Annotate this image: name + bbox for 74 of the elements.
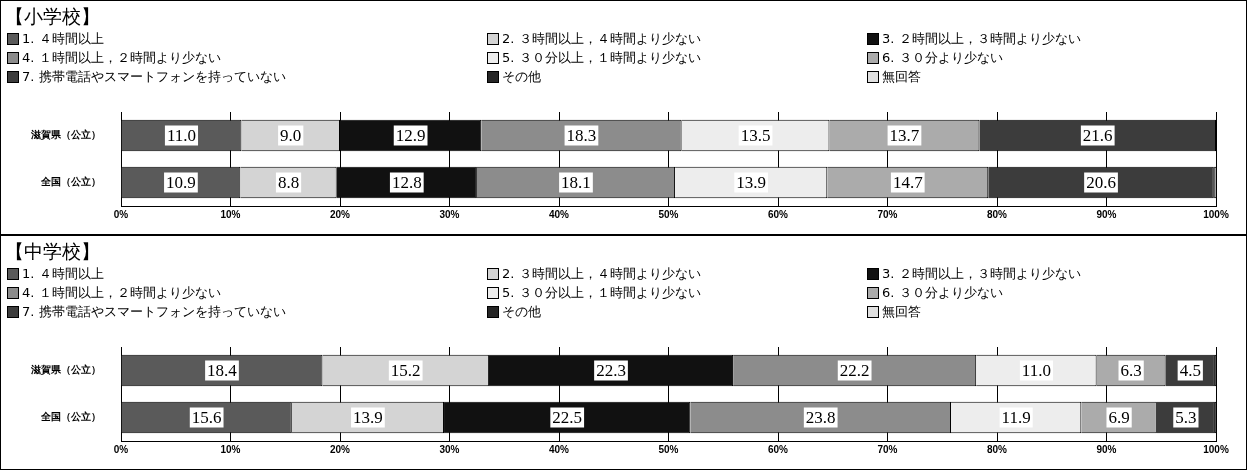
x-tick-label: 10% xyxy=(220,208,241,220)
legend-label: 5. ３０分以上，１時間より少ない xyxy=(501,49,702,67)
x-tick-label: 90% xyxy=(1096,208,1117,220)
data-label: 22.2 xyxy=(839,360,870,380)
data-label: 22.3 xyxy=(596,360,626,380)
legend-label: 7. 携帯電話やスマートフォンを持っていない xyxy=(21,68,287,86)
legend-label: 3. ２時間以上，３時間より少ない xyxy=(881,30,1082,48)
chart-title: 【小学校】 xyxy=(4,4,101,29)
legend-label: 2. ３時間以上，４時間より少ない xyxy=(501,30,702,48)
data-label: 22.5 xyxy=(552,407,583,427)
x-tick-label: 100% xyxy=(1203,208,1229,220)
data-label: 14.7 xyxy=(892,172,924,192)
data-label: 6.9 xyxy=(1108,407,1130,427)
data-label: 20.6 xyxy=(1086,172,1116,192)
data-label: 13.9 xyxy=(736,172,767,192)
x-tick-label: 30% xyxy=(439,443,460,455)
x-tick-label: 40% xyxy=(548,208,570,220)
x-tick-label: 0% xyxy=(113,208,129,220)
x-tick-label: 40% xyxy=(548,443,570,455)
legend-label: 1. ４時間以上 xyxy=(21,30,105,48)
legend-label: 7. 携帯電話やスマートフォンを持っていない xyxy=(21,303,287,321)
x-tick-label: 80% xyxy=(986,443,1008,455)
data-label: 13.5 xyxy=(740,125,771,145)
data-label: 10.9 xyxy=(166,172,196,192)
x-tick-label: 60% xyxy=(767,208,789,220)
data-label: 21.6 xyxy=(1082,125,1113,145)
data-label: 8.8 xyxy=(277,172,300,192)
x-tick-label: 90% xyxy=(1096,443,1117,455)
legend-label: 2. ３時間以上，４時間より少ない xyxy=(501,265,702,283)
x-tick-label: 30% xyxy=(439,208,460,220)
data-label: 5.3 xyxy=(1175,407,1197,427)
data-label: 12.8 xyxy=(391,172,422,192)
x-tick-label: 20% xyxy=(329,443,351,455)
legend-label: その他 xyxy=(501,68,542,86)
y-tick-label: 滋賀県（公立） xyxy=(30,364,101,377)
x-tick-label: 70% xyxy=(877,443,898,455)
legend-label: 6. ３０分より少ない xyxy=(881,49,1004,67)
data-label: 18.1 xyxy=(561,172,591,192)
x-tick-label: 60% xyxy=(767,443,789,455)
data-label: 15.6 xyxy=(191,407,222,427)
legend-label: その他 xyxy=(501,303,542,321)
x-tick-label: 100% xyxy=(1203,443,1229,455)
data-label: 4.5 xyxy=(1179,360,1201,380)
y-tick-label: 滋賀県（公立） xyxy=(30,129,101,142)
x-tick-label: 20% xyxy=(329,208,351,220)
chart-title: 【中学校】 xyxy=(4,239,101,264)
legend-label: 1. ４時間以上 xyxy=(21,265,105,283)
x-tick-label: 80% xyxy=(986,208,1008,220)
x-tick-label: 10% xyxy=(220,443,241,455)
data-label: 6.3 xyxy=(1120,360,1142,380)
legend-label: 6. ３０分より少ない xyxy=(881,284,1004,302)
legend-label: 3. ２時間以上，３時間より少ない xyxy=(881,265,1082,283)
x-tick-label: 50% xyxy=(658,443,679,455)
x-tick-label: 0% xyxy=(113,443,129,455)
data-label: 11.0 xyxy=(1021,360,1051,380)
legend-label: 4. １時間以上，２時間より少ない xyxy=(21,284,222,302)
data-label: 11.9 xyxy=(1001,407,1031,427)
y-tick-label: 全国（公立） xyxy=(40,176,101,188)
data-label: 23.8 xyxy=(805,407,836,427)
data-label: 13.7 xyxy=(889,125,920,145)
x-tick-label: 50% xyxy=(658,208,679,220)
data-label: 9.0 xyxy=(280,125,302,145)
data-label: 13.9 xyxy=(353,407,383,427)
y-tick-label: 全国（公立） xyxy=(40,411,101,423)
legend-label: 無回答 xyxy=(881,303,922,321)
legend-label: 4. １時間以上，２時間より少ない xyxy=(21,49,222,67)
data-label: 12.9 xyxy=(395,125,426,145)
legend-label: 無回答 xyxy=(881,68,922,86)
data-label: 11.0 xyxy=(166,125,197,145)
data-label: 18.4 xyxy=(207,360,238,380)
data-label: 15.2 xyxy=(390,360,421,380)
x-tick-label: 70% xyxy=(877,208,898,220)
legend-label: 5. ３０分以上，１時間より少ない xyxy=(501,284,702,302)
data-label: 18.3 xyxy=(566,125,597,145)
